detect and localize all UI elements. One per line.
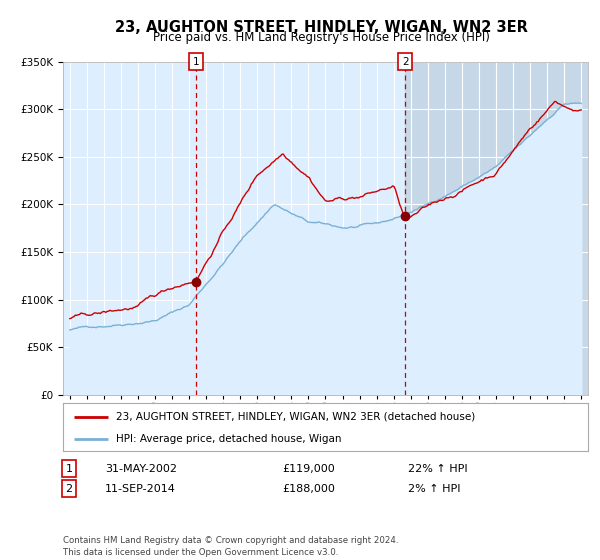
Text: 22% ↑ HPI: 22% ↑ HPI	[408, 464, 467, 474]
Text: Price paid vs. HM Land Registry's House Price Index (HPI): Price paid vs. HM Land Registry's House …	[152, 31, 490, 44]
Text: £119,000: £119,000	[282, 464, 335, 474]
Bar	[406, 62, 590, 395]
Text: 23, AUGHTON STREET, HINDLEY, WIGAN, WN2 3ER (detached house): 23, AUGHTON STREET, HINDLEY, WIGAN, WN2 …	[115, 412, 475, 422]
Text: 2% ↑ HPI: 2% ↑ HPI	[408, 484, 461, 494]
Text: Contains HM Land Registry data © Crown copyright and database right 2024.
This d: Contains HM Land Registry data © Crown c…	[63, 536, 398, 557]
Text: 2: 2	[402, 57, 409, 67]
Text: HPI: Average price, detached house, Wigan: HPI: Average price, detached house, Wiga…	[115, 434, 341, 444]
Text: 2: 2	[65, 484, 73, 494]
Text: 31-MAY-2002: 31-MAY-2002	[105, 464, 177, 474]
Text: £188,000: £188,000	[282, 484, 335, 494]
Text: 23, AUGHTON STREET, HINDLEY, WIGAN, WN2 3ER: 23, AUGHTON STREET, HINDLEY, WIGAN, WN2 …	[115, 20, 527, 35]
Text: 1: 1	[193, 57, 200, 67]
Text: 1: 1	[65, 464, 73, 474]
Text: 11-SEP-2014: 11-SEP-2014	[105, 484, 176, 494]
